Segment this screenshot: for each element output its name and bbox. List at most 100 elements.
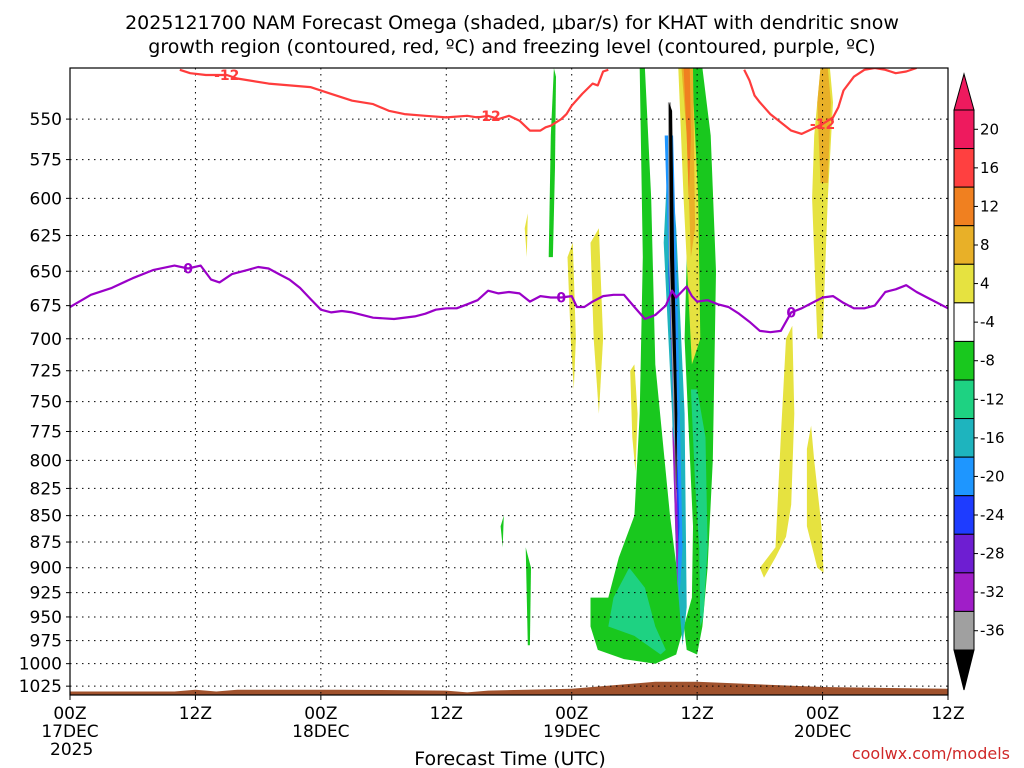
contour-label-3: -12 (214, 68, 239, 84)
colorbar-label-0: 20 (980, 120, 999, 138)
grid-lines (69, 68, 949, 695)
colorbar-label-12: -32 (980, 583, 1005, 601)
colorbar-swatch-7 (953, 379, 975, 420)
x-tick-label-12: 12Z (179, 704, 212, 724)
omega-region-14 (590, 228, 604, 414)
contour-1 (179, 68, 609, 132)
x-tick-label-36: 12Z (430, 704, 463, 724)
y-tick-label-575: 575 (30, 151, 62, 171)
y-tick-label-550: 550 (30, 110, 62, 130)
omega-region-3 (690, 389, 708, 627)
ground-terrain (70, 681, 948, 695)
omega-region-7 (672, 425, 679, 588)
y-tick-label-850: 850 (30, 507, 62, 527)
contour-label-1: 0 (556, 291, 566, 307)
y-tick-label-925: 925 (30, 584, 62, 604)
colorbar-label-13: -36 (980, 622, 1005, 640)
y-tick-label-950: 950 (30, 608, 62, 628)
x-tick-label-24: 00Z (304, 704, 337, 724)
colorbar-swatch-2 (953, 186, 975, 227)
y-tick-label-725: 725 (30, 362, 62, 382)
chart-title-line1: 2025121700 NAM Forecast Omega (shaded, μ… (125, 12, 899, 34)
y-tick-label-1000: 1000 (19, 655, 62, 675)
x-tick-label-72: 00Z (806, 704, 839, 724)
omega-region-13 (630, 364, 638, 472)
omega-region-12 (683, 68, 691, 199)
x-tick-label-84: 12Z (931, 704, 964, 724)
colorbar-swatch-0 (953, 109, 975, 150)
y-tick-label-675: 675 (30, 297, 62, 317)
colorbar-swatch-6 (953, 340, 975, 381)
colorbar-swatch-3 (953, 225, 975, 265)
colorbar: 20 16 12 8 4 -4 -8 -12 -16 -20 -24 -28 -32 -36 (953, 72, 1005, 691)
colorbar-swatch-5 (953, 302, 975, 342)
plot-frame (69, 67, 949, 696)
contour-0 (70, 264, 948, 334)
y-tick-label-800: 800 (30, 451, 62, 471)
colorbar-label-9: -20 (980, 467, 1005, 485)
colorbar-label-5: -4 (980, 313, 995, 331)
omega-region-18 (806, 425, 824, 573)
contour-label-2: 0 (786, 305, 796, 321)
chart-title-line2: growth region (contoured, red, ºC) and f… (148, 36, 875, 58)
omega-region-22 (525, 547, 531, 646)
colorbar-label-6: -8 (980, 352, 995, 370)
y-tick-label-600: 600 (30, 189, 62, 209)
y-tick-label-650: 650 (30, 262, 62, 282)
y-tick-label-775: 775 (30, 422, 62, 442)
colorbar-label-1: 16 (980, 159, 999, 177)
omega-region-1 (590, 68, 716, 664)
x-tick-label-60: 12Z (681, 704, 714, 724)
omega-region-10 (678, 68, 701, 365)
colorbar-under-arrow (953, 649, 975, 691)
omega-region-9 (668, 102, 678, 494)
colorbar-swatch-10 (953, 495, 975, 535)
colorbar-label-10: -24 (980, 506, 1005, 524)
y-tick-label-900: 900 (30, 559, 62, 579)
x-tick-date-24: 18DEC (292, 722, 349, 742)
y-tick-label-1025: 1025 (19, 677, 62, 697)
colorbar-over-arrow (953, 72, 975, 111)
y-tick-label-750: 750 (30, 393, 62, 413)
colorbar-label-3: 8 (980, 236, 990, 254)
omega-region-20 (567, 242, 576, 390)
contour-label-4: -12 (475, 109, 500, 125)
contour-lines: 0 0 0 -12 -12 -12 (70, 68, 948, 334)
x-tick-label-48: 00Z (555, 704, 588, 724)
y-axis-ticks: 550 575 600 625 650 675 700 725 750 775 800 825 850 8… (19, 110, 70, 697)
colorbar-swatch-11 (953, 533, 975, 574)
colorbar-swatch-4 (953, 263, 975, 304)
ground-fill (70, 681, 948, 695)
omega-shading (500, 68, 833, 664)
x-tick-date-72: 20DEC (794, 722, 851, 742)
y-tick-label-700: 700 (30, 330, 62, 350)
x-tick-date-48: 19DEC (543, 722, 600, 742)
colorbar-label-8: -16 (980, 429, 1005, 447)
colorbar-swatch-9 (953, 456, 975, 497)
contour-label-0: 0 (183, 261, 193, 277)
colorbar-swatch-8 (953, 418, 975, 458)
colorbar-label-2: 12 (980, 197, 999, 215)
y-tick-label-875: 875 (30, 533, 62, 553)
x-tick-year-0: 2025 (50, 740, 93, 760)
contour-label-5: -12 (810, 117, 835, 133)
x-tick-label-0: 00Z (53, 704, 86, 724)
colorbar-label-4: 4 (980, 275, 990, 293)
colorbar-swatch-13 (953, 610, 975, 651)
omega-region-17 (817, 68, 831, 183)
omega-region-0 (548, 68, 556, 258)
y-tick-label-975: 975 (30, 632, 62, 652)
y-tick-label-825: 825 (30, 479, 62, 499)
omega-region-15 (759, 325, 795, 578)
x-axis-label: Forecast Time (UTC) (414, 748, 605, 768)
watermark: coolwx.com/models (852, 744, 1010, 763)
colorbar-label-11: -28 (980, 545, 1005, 563)
contour-2 (743, 68, 917, 135)
colorbar-label-7: -12 (980, 390, 1005, 408)
x-tick-date-0: 17DEC (41, 722, 98, 742)
omega-region-2 (608, 567, 666, 655)
colorbar-swatch-12 (953, 572, 975, 612)
omega-region-21 (500, 515, 504, 548)
